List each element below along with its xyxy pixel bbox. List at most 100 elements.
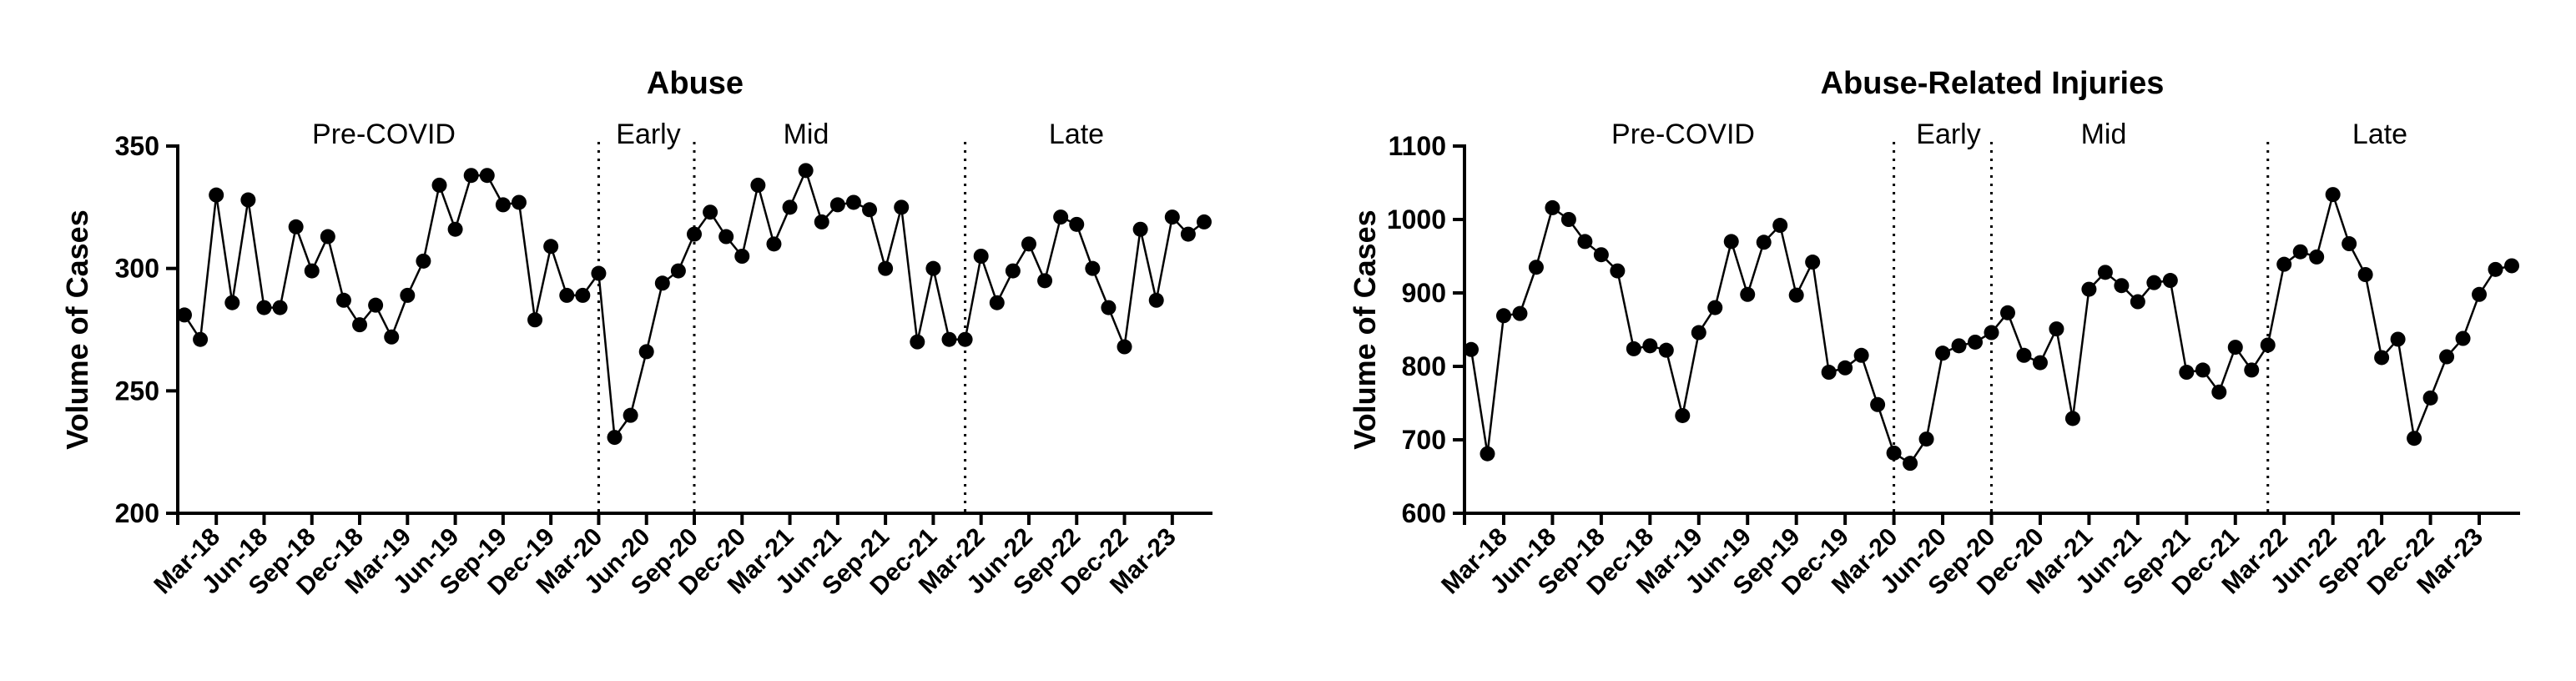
- data-point: [1512, 305, 1528, 321]
- data-point: [1528, 260, 1544, 275]
- data-point: [1180, 226, 1196, 242]
- data-point: [2407, 431, 2422, 446]
- data-point: [591, 265, 607, 281]
- data-point: [1577, 234, 1593, 250]
- data-point: [1021, 236, 1036, 252]
- data-point: [1085, 260, 1101, 276]
- phase-label: Mid: [2081, 119, 2127, 150]
- data-point: [224, 295, 240, 310]
- data-point: [2342, 236, 2357, 252]
- data-point: [1788, 287, 1804, 303]
- data-point: [957, 331, 973, 347]
- phase-label: Late: [1049, 119, 1104, 150]
- data-point: [320, 229, 335, 245]
- data-point: [894, 199, 910, 215]
- phase-label: Late: [2352, 119, 2407, 150]
- data-point: [304, 263, 320, 279]
- data-point: [1837, 360, 1853, 376]
- data-point: [670, 263, 686, 279]
- data-point: [2114, 278, 2130, 294]
- y-tick-label: 350: [115, 131, 159, 161]
- y-tick-label: 900: [1402, 278, 1446, 308]
- chart-panel-2: Abuse-Related Injuries Volume of Cases 600…: [1348, 66, 2520, 601]
- data-point: [495, 197, 511, 213]
- data-point: [910, 334, 925, 350]
- data-point: [400, 287, 416, 303]
- data-point: [1886, 445, 1902, 461]
- data-point: [1626, 340, 1641, 356]
- data-point: [1197, 214, 1212, 230]
- data-point: [2179, 365, 2195, 381]
- data-point: [2390, 331, 2406, 347]
- data-point: [1148, 292, 1164, 308]
- data-point: [384, 329, 400, 345]
- data-point: [2097, 265, 2113, 280]
- data-point: [416, 253, 431, 269]
- data-point: [1707, 300, 1723, 315]
- data-point: [2422, 390, 2438, 406]
- data-point: [654, 275, 670, 291]
- data-point: [1853, 347, 1869, 363]
- data-point: [352, 317, 368, 333]
- data-point: [2081, 281, 2097, 297]
- data-point: [527, 312, 543, 328]
- y-axis-label: Volume of Cases: [1348, 209, 1382, 449]
- phase-label: Early: [1916, 119, 1980, 150]
- data-point: [1164, 209, 1180, 225]
- data-point: [2049, 321, 2064, 337]
- data-point: [2325, 187, 2341, 203]
- data-point: [1560, 212, 1576, 227]
- data-point: [2357, 267, 2373, 282]
- data-point: [734, 249, 750, 264]
- data-point: [1691, 325, 1706, 340]
- data-point: [766, 236, 782, 252]
- data-point: [1545, 199, 1560, 215]
- data-point: [1740, 286, 1756, 302]
- y-tick-label: 1100: [1389, 131, 1446, 161]
- data-point: [193, 331, 209, 347]
- data-point: [1495, 308, 1511, 324]
- data-point: [2016, 347, 2032, 363]
- data-point: [2244, 362, 2260, 378]
- data-point: [607, 430, 623, 446]
- data-point: [1117, 339, 1132, 355]
- data-point: [2292, 244, 2308, 260]
- data-point: [1053, 209, 1069, 225]
- data-point: [272, 300, 288, 315]
- y-tick-label: 200: [115, 498, 159, 528]
- y-tick-label: 700: [1402, 425, 1446, 455]
- y-tick-label: 800: [1402, 351, 1446, 381]
- y-axis-label: Volume of Cases: [60, 209, 94, 449]
- data-point: [2162, 273, 2178, 289]
- data-point: [256, 300, 272, 315]
- data-point: [1935, 346, 1951, 361]
- data-point: [973, 249, 989, 264]
- data-point: [2146, 275, 2162, 290]
- data-point: [2130, 294, 2145, 310]
- data-point: [782, 199, 798, 215]
- data-point: [1005, 263, 1021, 279]
- data-point: [750, 177, 766, 193]
- data-point: [798, 163, 814, 179]
- data-point: [829, 197, 845, 213]
- y-tick-label: 250: [115, 376, 159, 406]
- data-point: [1464, 341, 1479, 357]
- data-point: [2472, 286, 2488, 302]
- data-point: [209, 187, 224, 203]
- data-point: [1870, 396, 1886, 412]
- data-point: [559, 287, 575, 303]
- phase-label: Early: [616, 119, 680, 150]
- chart-title: Abuse: [647, 66, 744, 101]
- data-point: [575, 287, 591, 303]
- data-point: [1642, 338, 1658, 354]
- data-point: [2439, 349, 2455, 365]
- data-point: [1069, 216, 1085, 232]
- y-tick-label: 1000: [1387, 204, 1446, 235]
- data-point: [1903, 456, 1918, 472]
- phase-label: Pre-COVID: [1611, 119, 1755, 150]
- data-point: [288, 219, 304, 235]
- data-point: [335, 292, 351, 308]
- y-tick-label: 600: [1402, 498, 1446, 528]
